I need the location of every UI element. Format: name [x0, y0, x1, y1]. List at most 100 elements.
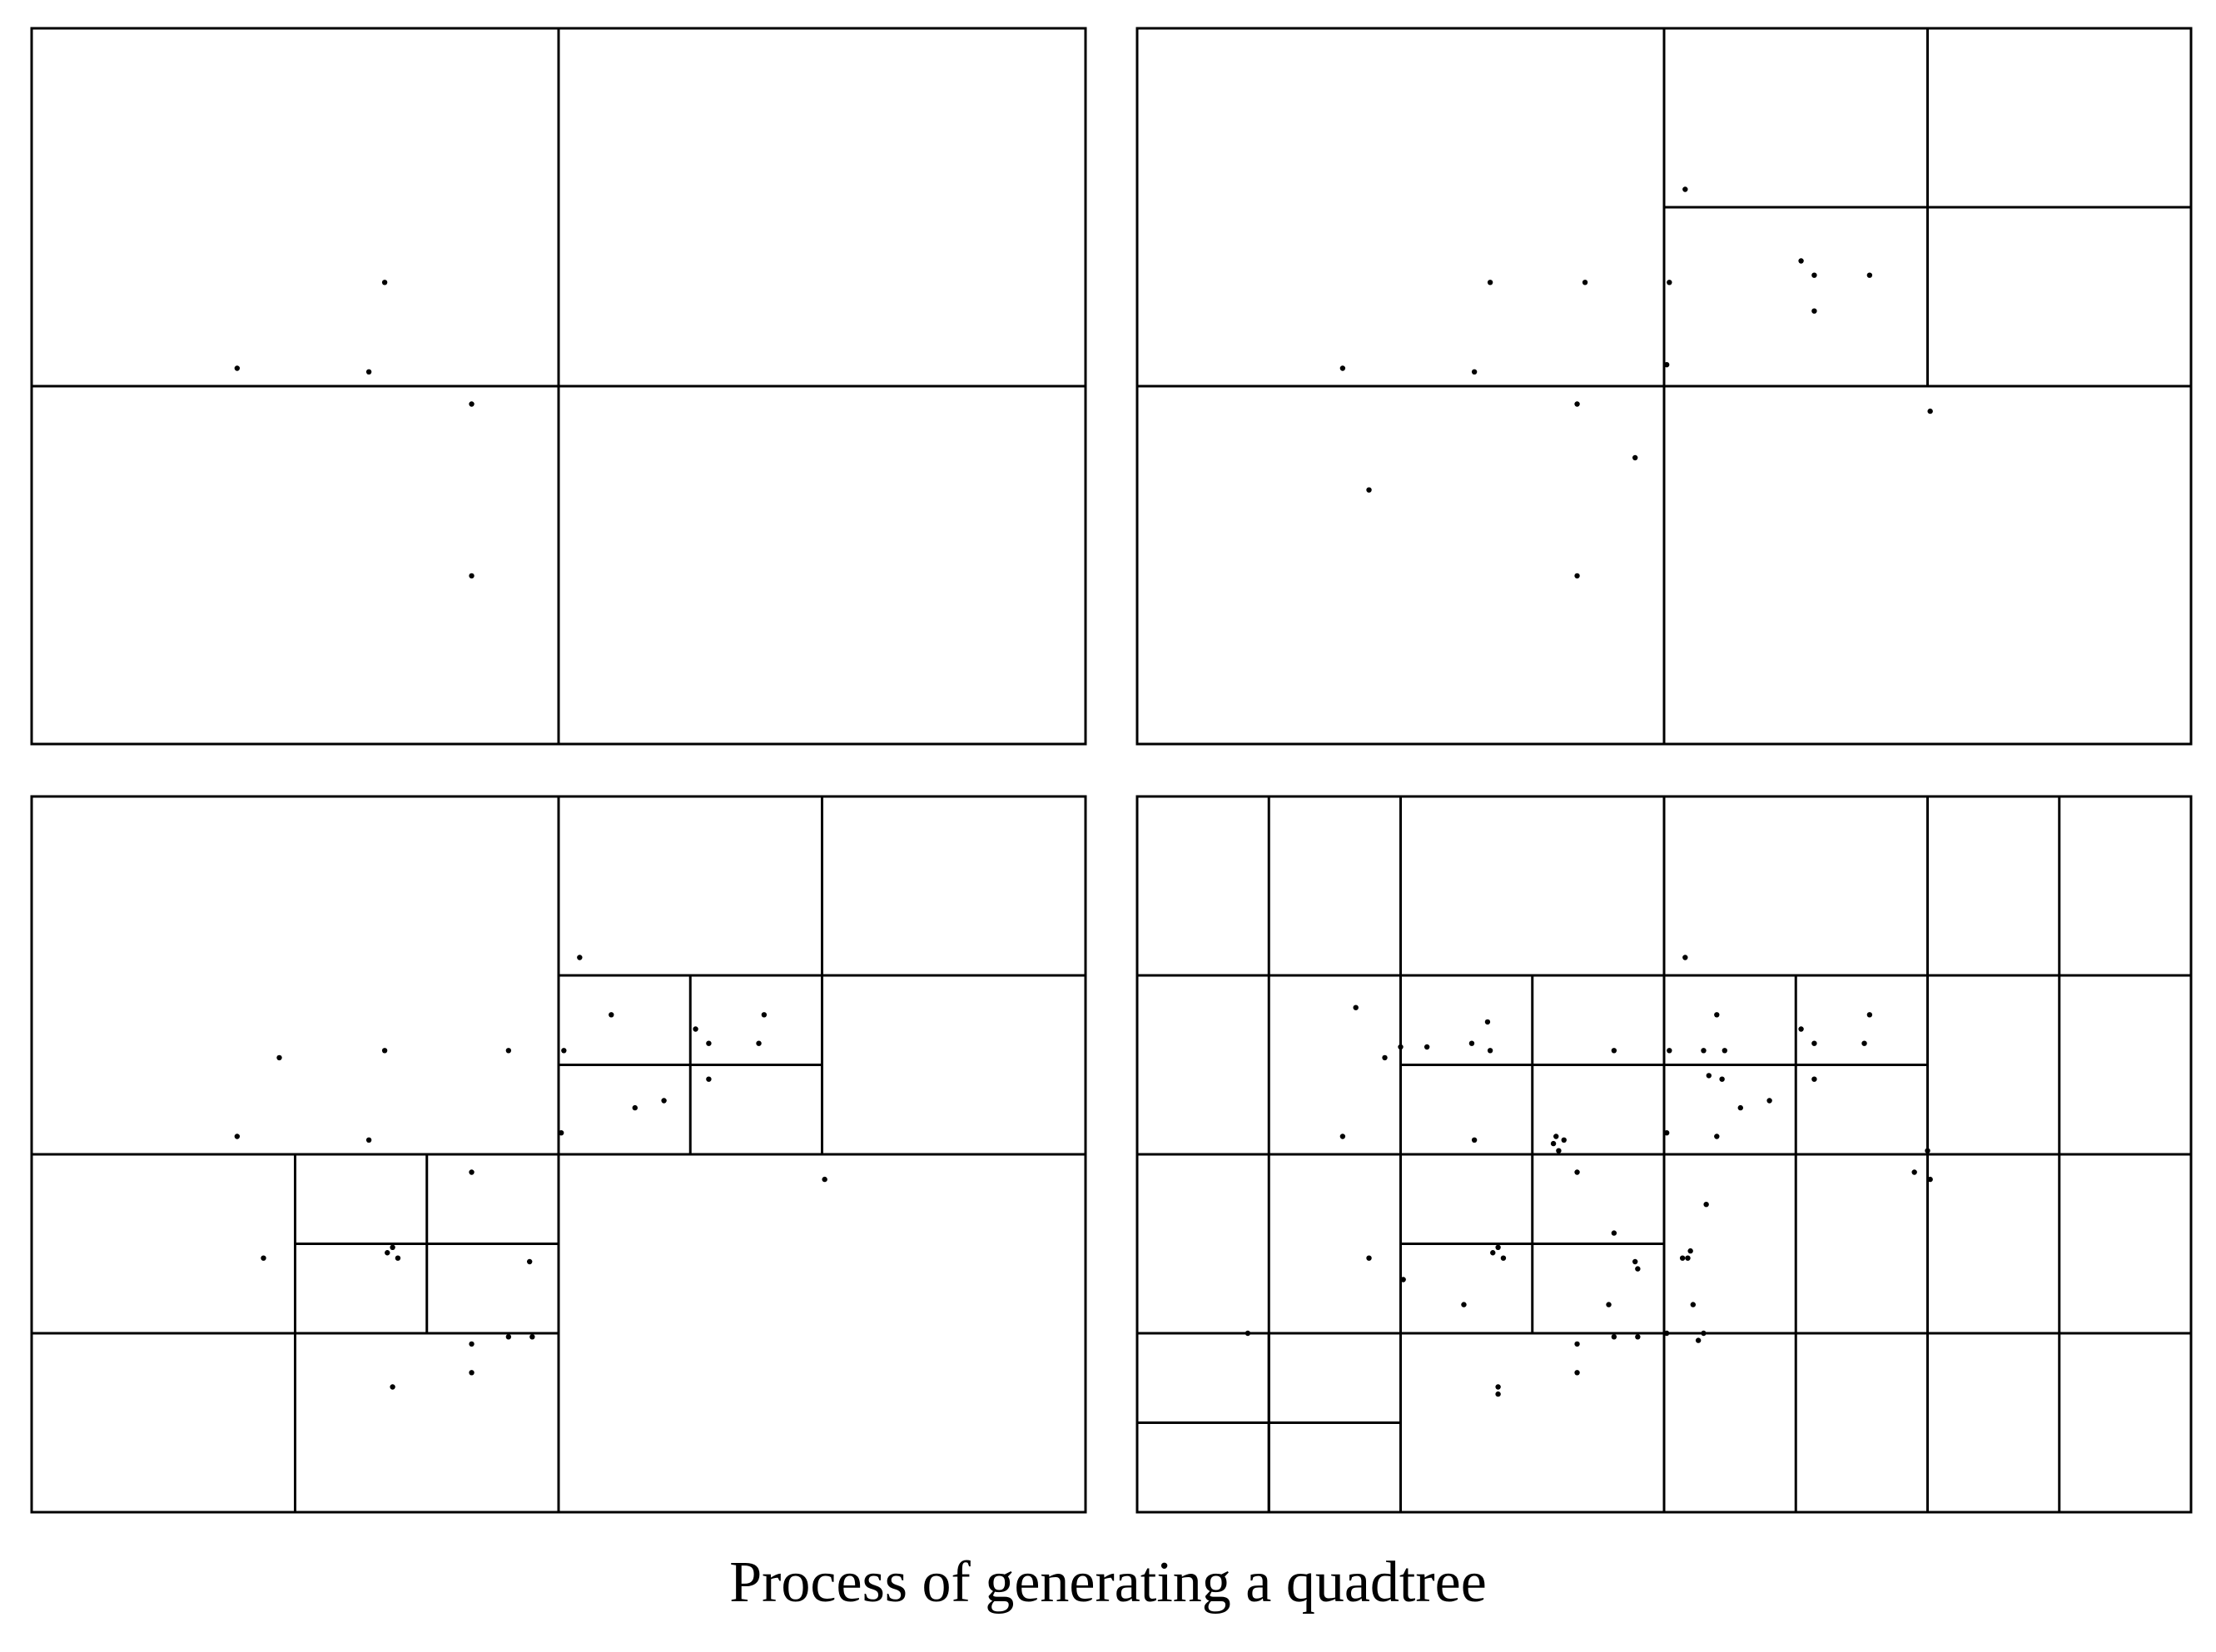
data-point	[1339, 1134, 1346, 1139]
data-point	[1490, 1250, 1496, 1256]
data-point	[1866, 272, 1873, 278]
data-point	[1811, 308, 1817, 314]
data-point	[395, 1255, 401, 1261]
data-point	[526, 1258, 533, 1265]
data-point	[469, 1169, 475, 1175]
data-point	[1382, 1054, 1388, 1061]
data-point	[1682, 955, 1688, 960]
data-point	[1495, 1391, 1501, 1397]
data-point	[1679, 1255, 1686, 1261]
data-point	[1927, 1176, 1933, 1183]
data-point	[1632, 454, 1638, 461]
data-point	[1811, 1076, 1817, 1082]
data-point	[365, 1137, 372, 1144]
data-point	[1798, 258, 1804, 264]
data-point	[1703, 1202, 1709, 1208]
data-point	[1400, 1277, 1406, 1282]
panel-stage-1	[30, 27, 1087, 746]
data-point	[1487, 280, 1493, 285]
data-point	[1461, 1302, 1467, 1307]
data-point	[1424, 1044, 1430, 1050]
data-point	[1550, 1140, 1557, 1147]
data-point	[1606, 1302, 1612, 1307]
data-point	[1471, 369, 1478, 375]
data-point	[1468, 1040, 1475, 1046]
data-point	[1737, 1104, 1743, 1111]
data-point	[632, 1104, 638, 1111]
panel-stage-3	[30, 795, 1087, 1514]
data-point	[1635, 1266, 1641, 1272]
data-point	[1500, 1255, 1507, 1261]
data-point	[1611, 1334, 1617, 1340]
data-point	[261, 1255, 266, 1261]
data-point	[1574, 573, 1580, 579]
data-point	[1706, 1073, 1712, 1079]
data-point	[1574, 1341, 1580, 1347]
data-point	[706, 1040, 712, 1046]
data-point	[1245, 1330, 1251, 1337]
data-point	[469, 573, 475, 579]
data-point	[1495, 1384, 1501, 1390]
data-point	[1695, 1337, 1702, 1343]
data-point	[1663, 1330, 1670, 1337]
data-point	[469, 1370, 475, 1376]
data-point	[469, 1341, 475, 1347]
data-point	[1861, 1040, 1867, 1046]
data-point	[1687, 1248, 1693, 1254]
data-point	[1701, 1330, 1707, 1337]
data-point	[1353, 1005, 1359, 1010]
data-point	[469, 401, 475, 407]
data-point	[1611, 1048, 1617, 1054]
data-point	[1925, 1148, 1930, 1153]
data-point	[756, 1040, 762, 1046]
data-point	[385, 1250, 390, 1256]
data-point	[693, 1026, 698, 1032]
data-point	[1553, 1134, 1559, 1139]
data-point	[1663, 1130, 1670, 1136]
data-point	[1685, 1255, 1691, 1261]
data-point	[1495, 1244, 1501, 1251]
data-point	[1574, 1370, 1580, 1376]
data-point	[1927, 408, 1933, 414]
data-point	[381, 280, 388, 285]
data-point	[1561, 1137, 1567, 1144]
data-point	[1714, 1134, 1720, 1139]
data-point	[381, 1048, 388, 1054]
data-point	[1663, 362, 1670, 368]
data-point	[1682, 186, 1688, 192]
data-point	[1722, 1048, 1727, 1054]
data-point	[1574, 401, 1580, 407]
data-point	[761, 1012, 768, 1018]
panel-stage-2	[1135, 27, 2193, 746]
data-point	[577, 955, 583, 960]
data-point	[561, 1048, 567, 1054]
data-point	[1339, 365, 1346, 371]
data-point	[505, 1048, 512, 1054]
data-point	[1487, 1048, 1493, 1054]
data-point	[1556, 1148, 1562, 1153]
data-point	[558, 1130, 564, 1136]
data-point	[1632, 1258, 1638, 1265]
data-point	[609, 1012, 614, 1018]
data-point	[1582, 280, 1588, 285]
data-point	[1574, 1169, 1580, 1175]
data-point	[1484, 1019, 1491, 1025]
data-point	[365, 369, 372, 375]
data-point	[1366, 1255, 1372, 1261]
data-point	[505, 1334, 512, 1340]
data-point	[1766, 1098, 1772, 1104]
data-point	[234, 365, 241, 371]
data-point	[390, 1384, 395, 1390]
data-point	[661, 1098, 667, 1104]
data-point	[1690, 1302, 1697, 1307]
data-point	[1667, 280, 1672, 285]
data-point	[1398, 1044, 1404, 1050]
data-point	[706, 1076, 712, 1082]
data-point	[1811, 272, 1817, 278]
data-point	[1798, 1026, 1804, 1032]
data-point	[1471, 1137, 1478, 1144]
data-point	[1911, 1169, 1917, 1175]
data-point	[1701, 1048, 1707, 1054]
data-point	[1714, 1012, 1720, 1018]
